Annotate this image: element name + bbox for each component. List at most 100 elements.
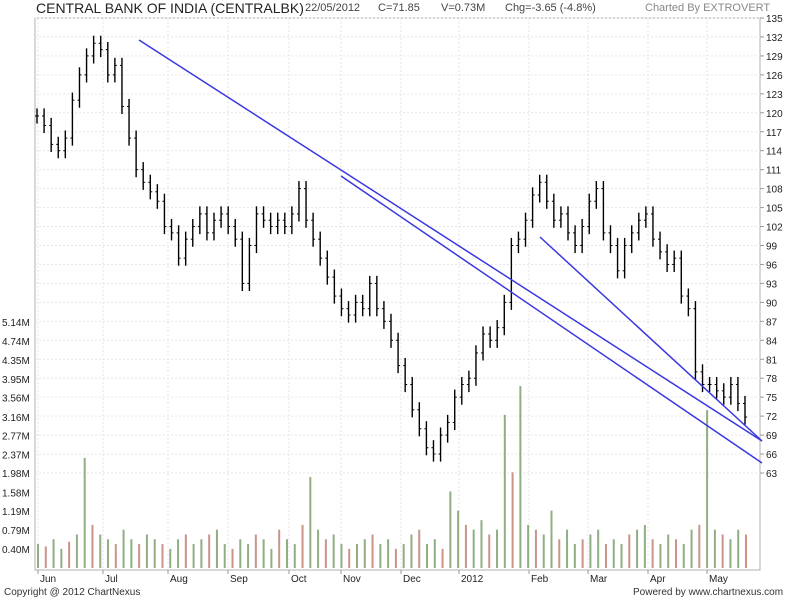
- volume-tick-label: 1.98M: [2, 469, 30, 480]
- volume-bar: [309, 477, 312, 568]
- volume-bar: [628, 534, 631, 568]
- volume-bar: [348, 548, 351, 568]
- volume-bar: [278, 529, 281, 568]
- volume-bar: [200, 539, 203, 568]
- volume-bar: [503, 414, 506, 568]
- volume-bar: [558, 539, 561, 568]
- volume-bar: [285, 539, 288, 568]
- volume-bar: [363, 539, 366, 568]
- volume-bar: [464, 524, 467, 568]
- volume-bar: [332, 534, 335, 568]
- volume-bar: [387, 539, 390, 568]
- price-tick-label: 123: [766, 90, 783, 101]
- month-label: Apr: [650, 574, 666, 585]
- volume-tick-label: 3.16M: [2, 413, 30, 424]
- month-label: Dec: [403, 574, 421, 585]
- volume-bar: [83, 457, 86, 568]
- price-tick-label: 132: [766, 33, 783, 44]
- price-tick-label: 105: [766, 204, 783, 215]
- price-tick-label: 63: [766, 469, 778, 480]
- month-label: Jul: [105, 574, 118, 585]
- volume-tick-label: 5.14M: [2, 318, 30, 329]
- volume-bar: [706, 410, 709, 568]
- volume-bar: [293, 544, 296, 568]
- volume-bar: [75, 534, 78, 568]
- volume-tick-label: 3.95M: [2, 375, 30, 386]
- month-label: Aug: [170, 574, 188, 585]
- volume-bar: [426, 544, 429, 568]
- price-tick-label: 96: [766, 260, 778, 271]
- volume-bar: [612, 539, 615, 568]
- month-label: Sep: [230, 574, 248, 585]
- volume-bar: [317, 529, 320, 568]
- volume-label: V=0.73M: [441, 2, 486, 14]
- volume-bar: [410, 534, 413, 568]
- volume-bar: [636, 529, 639, 568]
- close-price-label: C=71.85: [378, 2, 420, 14]
- price-tick-label: 126: [766, 71, 783, 82]
- date-label: 22/05/2012: [305, 2, 361, 14]
- volume-bar: [145, 534, 148, 568]
- trendline-1: [138, 39, 763, 442]
- price-tick-label: 84: [766, 336, 778, 347]
- volume-bar: [324, 539, 327, 568]
- volume-bar: [169, 548, 172, 568]
- volume-bar: [355, 544, 358, 568]
- volume-bar: [597, 529, 600, 568]
- volume-bar: [379, 544, 382, 568]
- volume-bar: [433, 539, 436, 568]
- volume-bar: [721, 534, 724, 568]
- volume-bar: [488, 534, 491, 568]
- volume-tick-label: 4.35M: [2, 356, 30, 367]
- volume-bar: [91, 524, 94, 568]
- trendline-2: [340, 175, 763, 464]
- volume-bar: [52, 539, 55, 568]
- charted-by-label: Charted By EXTROVERT: [645, 2, 771, 14]
- volume-bar: [394, 548, 397, 568]
- volume-bar: [674, 539, 677, 568]
- volume-tick-label: 4.74M: [2, 337, 30, 348]
- volume-bar: [511, 472, 514, 568]
- volume-bar: [550, 510, 553, 568]
- price-tick-label: 69: [766, 431, 778, 442]
- price-tick-label: 102: [766, 223, 783, 234]
- volume-bar: [589, 534, 592, 568]
- volume-bar: [231, 548, 234, 568]
- volume-bar: [247, 544, 250, 568]
- volume-tick-label: 2.77M: [2, 431, 30, 442]
- volume-bar: [457, 510, 460, 568]
- volume-bar: [527, 524, 530, 568]
- volume-bar: [215, 529, 218, 568]
- volume-bar: [745, 534, 747, 568]
- volume-bar: [107, 539, 110, 568]
- volume-bar: [402, 544, 405, 568]
- volume-bar: [519, 386, 522, 568]
- volume-bar: [270, 548, 273, 568]
- volume-bar: [643, 524, 646, 568]
- copyright-label: Copyright @ 2012 ChartNexus: [4, 587, 141, 598]
- volume-bar: [573, 544, 576, 568]
- volume-bar: [37, 544, 39, 568]
- price-tick-label: 93: [766, 279, 778, 290]
- volume-bar: [239, 539, 242, 568]
- volume-bar: [44, 546, 47, 568]
- volume-bar: [114, 544, 117, 568]
- price-tick-label: 120: [766, 109, 783, 120]
- price-tick-label: 129: [766, 52, 783, 63]
- volume-bar: [542, 534, 545, 568]
- trendline-3: [539, 236, 763, 442]
- price-tick-label: 78: [766, 374, 778, 385]
- volume-bar: [122, 529, 125, 568]
- volume-bar: [340, 544, 343, 568]
- price-tick-label: 90: [766, 298, 778, 309]
- volume-bar: [301, 524, 304, 568]
- volume-bar: [60, 548, 63, 568]
- volume-bar: [682, 544, 685, 568]
- month-label: Mar: [590, 574, 608, 585]
- month-label: Jun: [40, 574, 56, 585]
- price-tick-label: 75: [766, 393, 778, 404]
- volume-bar: [698, 524, 701, 568]
- volume-tick-label: 2.37M: [2, 451, 30, 462]
- month-label: May: [709, 574, 728, 585]
